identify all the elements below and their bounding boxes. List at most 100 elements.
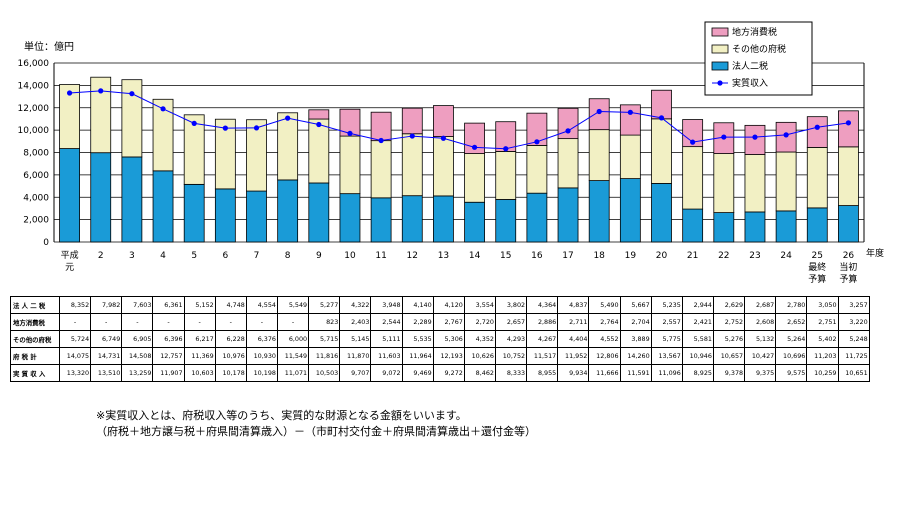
table-cell: 10,976: [214, 347, 247, 365]
table-cell: 2,544: [370, 313, 403, 331]
table-cell: 9,375: [744, 364, 777, 382]
table-cell: 2,780: [775, 296, 808, 314]
table-cell: 8,925: [681, 364, 714, 382]
line-point: [471, 144, 478, 150]
table-cell: 4,552: [588, 330, 621, 348]
table-cell: 3,802: [494, 296, 528, 314]
bar-segment: [744, 154, 766, 213]
line-point: [409, 133, 415, 139]
line-point: [160, 106, 166, 112]
table-cell: 10,626: [463, 347, 496, 365]
x-category-label: 17: [562, 251, 573, 261]
line-series: [66, 88, 852, 152]
x-category-label: 11: [375, 251, 386, 261]
bar-segment: [152, 170, 174, 243]
line-point: [721, 134, 727, 140]
table-cell: 5,775: [650, 330, 683, 348]
table-cell: 10,657: [712, 347, 746, 365]
x-category-label: 18: [593, 251, 605, 261]
table-cell: 5,145: [339, 330, 372, 348]
table-cell: 11,952: [557, 347, 590, 365]
table-cell: 10,930: [245, 347, 278, 365]
bar-segment: [838, 110, 859, 148]
table-cell: 11,549: [276, 347, 310, 365]
footnote-1: ※実質収入とは、府税収入等のうち、実質的な財源となる金額をいいます。: [96, 409, 467, 422]
bar-segment: [744, 124, 766, 155]
y-tick-label: 8,000: [23, 149, 49, 159]
bar-segment: [713, 212, 735, 243]
line-point: [845, 120, 852, 126]
table-cell: 10,259: [806, 364, 839, 382]
table-cell: 6,361: [152, 296, 185, 314]
x-category-label: 10: [344, 251, 356, 261]
bar-segment: [277, 179, 299, 243]
bar-segment: [651, 118, 672, 184]
table-cell: 4,837: [557, 296, 590, 314]
bar-segment: [308, 118, 330, 184]
bar-segment: [246, 119, 267, 192]
line-point: [814, 124, 820, 130]
table-cell: 5,581: [681, 330, 714, 348]
table-cell: 14,260: [619, 347, 652, 365]
bar-segment: [682, 146, 704, 210]
x-category-label: 最終: [808, 261, 826, 273]
line-path: [69, 90, 849, 150]
y-tick-label: 6,000: [23, 171, 49, 181]
bar-segment: [651, 89, 672, 120]
table-cell: 9,469: [401, 364, 434, 382]
table-cell: 11,816: [308, 347, 341, 365]
table-cell: 4,404: [557, 330, 590, 348]
bar-segment: [433, 136, 454, 197]
y-tick-label: 2,000: [23, 216, 49, 226]
bar-segment: [526, 192, 548, 243]
row-header: 法 人 二 税: [10, 296, 60, 314]
table-cell: 5,132: [744, 330, 777, 348]
bar-segment: [277, 112, 299, 181]
table-cell: 6,749: [90, 330, 123, 348]
table-cell: 13,510: [90, 364, 123, 382]
bar-segment: [152, 98, 174, 172]
legend-swatch: [711, 27, 729, 37]
x-category-label: 8: [285, 251, 291, 261]
bar-segment: [838, 146, 859, 206]
table-cell: 10,946: [681, 347, 714, 365]
line-point: [378, 137, 384, 144]
line-point: [316, 121, 322, 128]
table-cell: 9,934: [557, 364, 590, 382]
table-cell: 11,517: [526, 347, 559, 365]
x-category-label: 元: [65, 263, 74, 273]
table-cell: 2,720: [463, 313, 496, 331]
table-cell: 4,364: [526, 296, 559, 314]
x-category-label: 12: [407, 251, 418, 261]
table-row: その他の府税 5,724 6,749 6,905 6,396 6,217 6,228 6,37…: [10, 330, 870, 348]
table-cell: 12,757: [152, 347, 185, 365]
x-category-label: 21: [687, 251, 698, 261]
table-cell: 2,657: [494, 313, 528, 331]
y-tick-label: 0: [43, 238, 49, 248]
bar-segment: [339, 108, 361, 137]
table-cell: 10,696: [775, 347, 808, 365]
bar-segment: [464, 153, 485, 203]
x-category-label: 4: [160, 251, 166, 261]
x-category-label: 15: [500, 251, 511, 261]
table-cell: 2,751: [806, 313, 839, 331]
bar-segment: [370, 140, 392, 199]
x-category-label: 14: [469, 251, 481, 261]
table-cell: 6,905: [121, 330, 154, 348]
table-cell: 11,870: [339, 347, 372, 365]
line-point: [129, 91, 135, 97]
table-cell: 5,111: [370, 330, 403, 348]
bar-segment: [619, 134, 641, 180]
bar-segment: [121, 79, 143, 158]
y-tick-label: 4,000: [23, 193, 49, 203]
table-cell: 10,178: [214, 364, 247, 382]
legend-label: その他の府税: [732, 43, 786, 55]
bar-segment: [557, 138, 579, 189]
table-cell: 6,000: [276, 330, 310, 348]
y-tick-label: 16,000: [18, 59, 50, 69]
bar-segment: [183, 183, 205, 243]
table-cell: 3,889: [619, 330, 652, 348]
table-cell: 4,120: [432, 296, 465, 314]
table-cell: 5,276: [712, 330, 746, 348]
